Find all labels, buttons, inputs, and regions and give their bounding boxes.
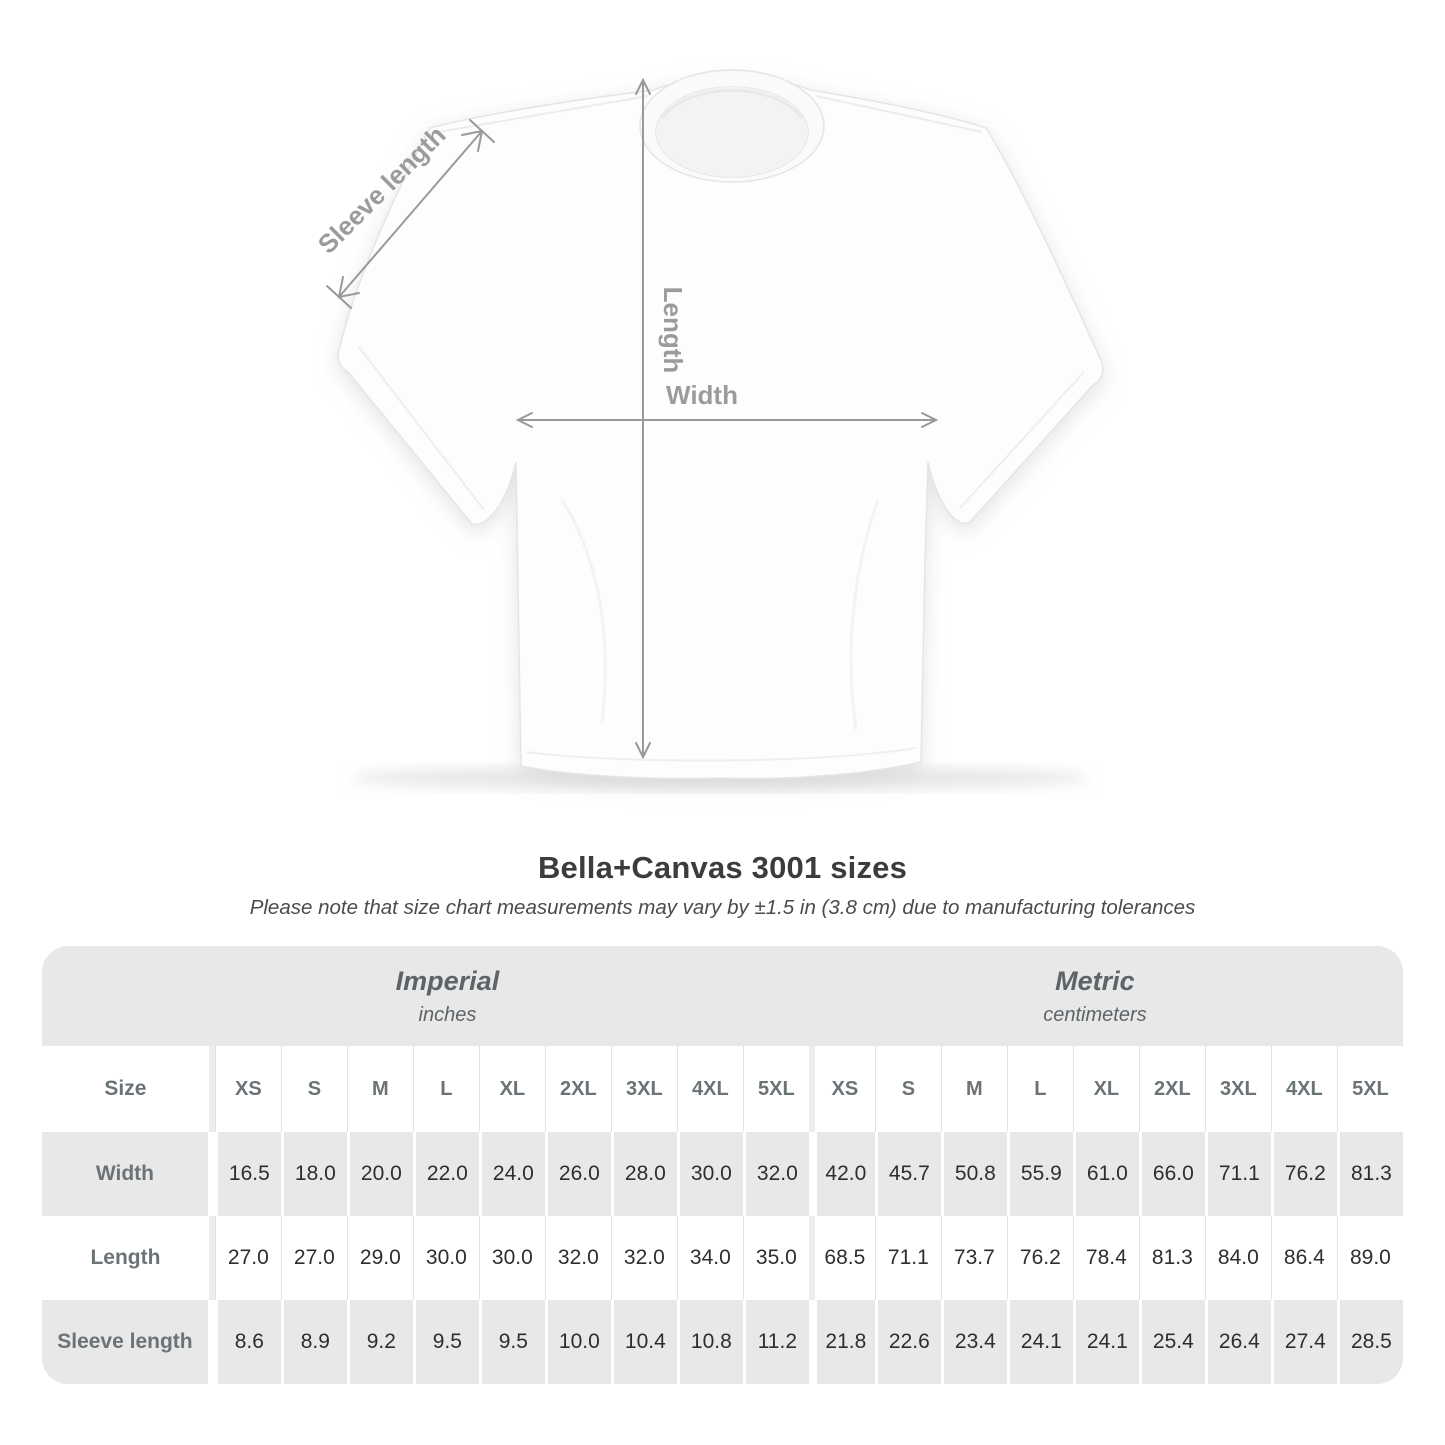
- cell-sleeve-length-metric-3xl: 26.4: [1204, 1300, 1271, 1384]
- cell-length-imperial-4xl: 34.0: [676, 1216, 743, 1300]
- size-table: Imperial inches Metric centimeters Size XS S M L…: [42, 946, 1403, 1384]
- section-header-metric: Metric centimeters: [808, 946, 1403, 1046]
- size-header-imperial-m: M: [346, 1046, 413, 1132]
- cell-sleeve-length-imperial-xl: 9.5: [478, 1300, 545, 1384]
- size-header-imperial-2xl: 2XL: [544, 1046, 611, 1132]
- cell-width-metric-xl: 61.0: [1072, 1132, 1139, 1216]
- cell-length-metric-4xl: 86.4: [1270, 1216, 1337, 1300]
- section-subtitle: centimeters: [1043, 1003, 1147, 1026]
- length-label: Length: [658, 287, 688, 374]
- size-header-imperial-4xl: 4XL: [676, 1046, 743, 1132]
- cell-sleeve-length-imperial-2xl: 10.0: [544, 1300, 611, 1384]
- cell-sleeve-length-imperial-5xl: 11.2: [742, 1300, 809, 1384]
- cell-length-metric-xs: 68.5: [808, 1216, 875, 1300]
- size-header-metric-xs: XS: [808, 1046, 875, 1132]
- cell-length-metric-3xl: 84.0: [1204, 1216, 1271, 1300]
- cell-width-metric-xs: 42.0: [808, 1132, 875, 1216]
- size-table-container: Imperial inches Metric centimeters Size XS S M L…: [42, 946, 1403, 1384]
- cell-length-imperial-m: 29.0: [346, 1216, 413, 1300]
- cell-length-imperial-l: 30.0: [412, 1216, 479, 1300]
- cell-sleeve-length-metric-l: 24.1: [1006, 1300, 1073, 1384]
- cell-length-imperial-xs: 27.0: [214, 1216, 281, 1300]
- cell-length-imperial-3xl: 32.0: [610, 1216, 677, 1300]
- cell-width-imperial-3xl: 28.0: [610, 1132, 677, 1216]
- cell-width-imperial-m: 20.0: [346, 1132, 413, 1216]
- cell-length-imperial-2xl: 32.0: [544, 1216, 611, 1300]
- cell-width-imperial-2xl: 26.0: [544, 1132, 611, 1216]
- cell-sleeve-length-imperial-s: 8.9: [280, 1300, 347, 1384]
- section-header-imperial: Imperial inches: [42, 946, 809, 1046]
- cell-sleeve-length-metric-m: 23.4: [940, 1300, 1007, 1384]
- cell-sleeve-length-metric-xs: 21.8: [808, 1300, 875, 1384]
- cell-length-metric-m: 73.7: [940, 1216, 1007, 1300]
- size-header-metric-2xl: 2XL: [1138, 1046, 1205, 1132]
- cell-length-imperial-xl: 30.0: [478, 1216, 545, 1300]
- size-row-label: Size: [42, 1046, 215, 1132]
- cell-width-metric-4xl: 76.2: [1270, 1132, 1337, 1216]
- size-header-metric-5xl: 5XL: [1336, 1046, 1403, 1132]
- cell-length-metric-5xl: 89.0: [1336, 1216, 1403, 1300]
- table-row-width: Width 16.5 18.0 20.0 22.0 24.0 26.0 28.0 30.0 32.…: [42, 1132, 1403, 1216]
- cell-width-imperial-xs: 16.5: [214, 1132, 281, 1216]
- tshirt-diagram: Sleeve length Length Width: [312, 69, 1104, 791]
- table-row-sleeve-length: Sleeve length 8.6 8.9 9.2 9.5 9.5 10.0 10.4 10.8…: [42, 1300, 1403, 1384]
- table-row-length: Length 27.0 27.0 29.0 30.0 30.0 32.0 32.0 34.0 35…: [42, 1216, 1403, 1300]
- sleeve-length-dimension: [326, 119, 495, 309]
- cell-sleeve-length-imperial-xs: 8.6: [214, 1300, 281, 1384]
- row-label-sleeve-length: Sleeve length: [42, 1300, 215, 1384]
- cell-sleeve-length-imperial-3xl: 10.4: [610, 1300, 677, 1384]
- size-header-metric-xl: XL: [1072, 1046, 1139, 1132]
- cell-length-metric-l: 76.2: [1006, 1216, 1073, 1300]
- cell-sleeve-length-metric-5xl: 28.5: [1336, 1300, 1403, 1384]
- cell-width-metric-2xl: 66.0: [1138, 1132, 1205, 1216]
- tshirt-image: [337, 69, 1104, 780]
- size-header-metric-3xl: 3XL: [1204, 1046, 1271, 1132]
- size-header-imperial-l: L: [412, 1046, 479, 1132]
- cell-sleeve-length-imperial-m: 9.2: [346, 1300, 413, 1384]
- cell-length-metric-s: 71.1: [874, 1216, 941, 1300]
- cell-width-metric-m: 50.8: [940, 1132, 1007, 1216]
- section-title: Metric: [1055, 965, 1135, 996]
- size-header-imperial-xl: XL: [478, 1046, 545, 1132]
- cell-width-imperial-xl: 24.0: [478, 1132, 545, 1216]
- cell-sleeve-length-metric-s: 22.6: [874, 1300, 941, 1384]
- cell-sleeve-length-metric-4xl: 27.4: [1270, 1300, 1337, 1384]
- size-header-metric-m: M: [940, 1046, 1007, 1132]
- size-header-imperial-xs: XS: [214, 1046, 281, 1132]
- cell-width-imperial-l: 22.0: [412, 1132, 479, 1216]
- cell-sleeve-length-metric-xl: 24.1: [1072, 1300, 1139, 1384]
- cell-length-metric-2xl: 81.3: [1138, 1216, 1205, 1300]
- cell-length-imperial-s: 27.0: [280, 1216, 347, 1300]
- size-header-metric-4xl: 4XL: [1270, 1046, 1337, 1132]
- cell-width-metric-5xl: 81.3: [1336, 1132, 1403, 1216]
- length-dimension: [635, 77, 651, 760]
- size-header-imperial-s: S: [280, 1046, 347, 1132]
- row-label-length: Length: [42, 1216, 215, 1300]
- section-subtitle: inches: [418, 1003, 477, 1026]
- cell-length-imperial-5xl: 35.0: [742, 1216, 809, 1300]
- cell-length-metric-xl: 78.4: [1072, 1216, 1139, 1300]
- section-title: Imperial: [395, 965, 500, 996]
- cell-sleeve-length-metric-2xl: 25.4: [1138, 1300, 1205, 1384]
- row-label-width: Width: [42, 1132, 215, 1216]
- cell-sleeve-length-imperial-4xl: 10.8: [676, 1300, 743, 1384]
- cell-sleeve-length-imperial-l: 9.5: [412, 1300, 479, 1384]
- width-dimension: [515, 412, 939, 428]
- size-header-imperial-3xl: 3XL: [610, 1046, 677, 1132]
- cell-width-metric-3xl: 71.1: [1204, 1132, 1271, 1216]
- cell-width-imperial-4xl: 30.0: [676, 1132, 743, 1216]
- size-header-metric-s: S: [874, 1046, 941, 1132]
- cell-width-imperial-5xl: 32.0: [742, 1132, 809, 1216]
- tolerance-note: Please note that size chart measurements…: [249, 896, 1196, 919]
- cell-width-metric-s: 45.7: [874, 1132, 941, 1216]
- size-header-imperial-5xl: 5XL: [742, 1046, 809, 1132]
- width-label: Width: [666, 380, 738, 410]
- size-header-metric-l: L: [1006, 1046, 1073, 1132]
- cell-width-imperial-s: 18.0: [280, 1132, 347, 1216]
- page-title: Bella+Canvas 3001 sizes: [537, 850, 908, 885]
- cell-width-metric-l: 55.9: [1006, 1132, 1073, 1216]
